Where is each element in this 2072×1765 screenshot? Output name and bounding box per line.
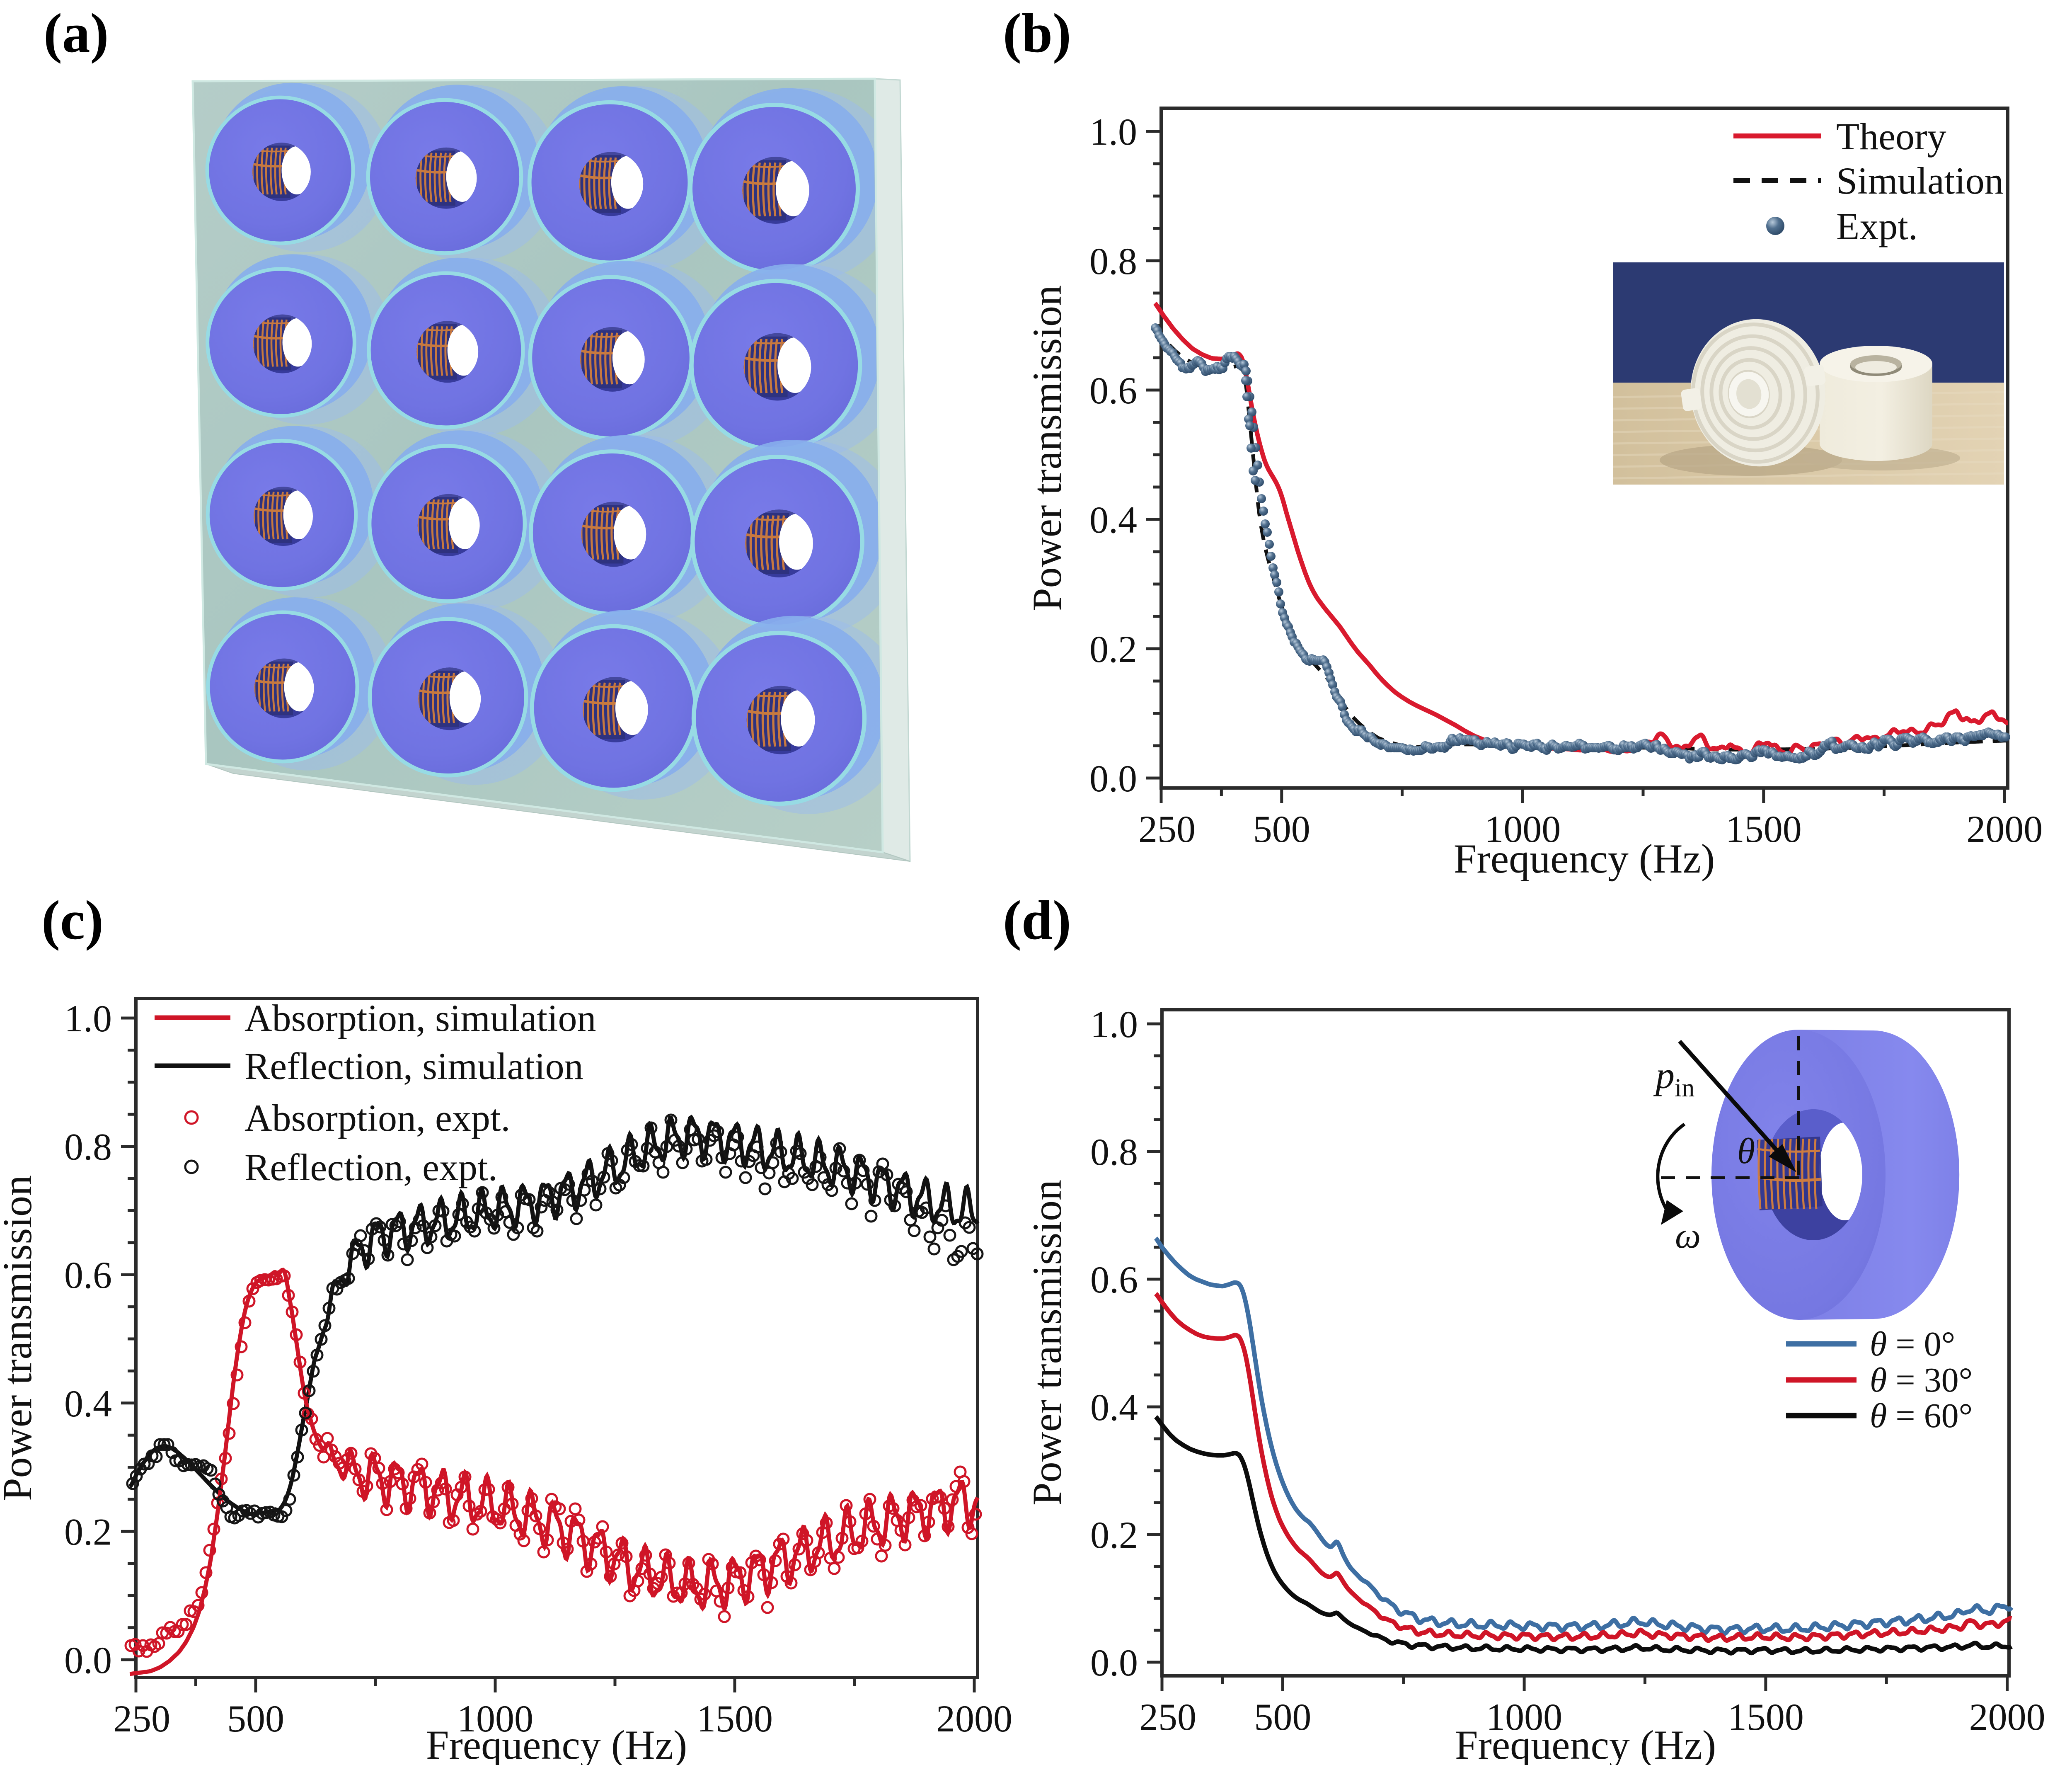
- svg-text:Frequency (Hz): Frequency (Hz): [1454, 836, 1715, 882]
- svg-text:1500: 1500: [697, 1697, 773, 1740]
- svg-text:Theory: Theory: [1836, 115, 1946, 158]
- svg-text:(d): (d): [1003, 890, 1071, 951]
- svg-text:0.8: 0.8: [1090, 1131, 1138, 1173]
- svg-text:0.0: 0.0: [64, 1639, 112, 1681]
- svg-text:250: 250: [113, 1697, 170, 1740]
- svg-text:(a): (a): [44, 2, 109, 64]
- svg-text:2000: 2000: [1966, 808, 2043, 850]
- svg-text:1.0: 1.0: [1089, 111, 1137, 153]
- svg-text:500: 500: [227, 1697, 284, 1740]
- svg-text:Frequency (Hz): Frequency (Hz): [1455, 1722, 1716, 1765]
- svg-text:0.0: 0.0: [1089, 757, 1137, 800]
- svg-text:1.0: 1.0: [1090, 1003, 1138, 1045]
- svg-text:2000: 2000: [936, 1697, 1012, 1740]
- svg-text:1000: 1000: [457, 1697, 533, 1740]
- svg-text:0.2: 0.2: [1089, 628, 1137, 670]
- svg-text:0.4: 0.4: [64, 1382, 112, 1425]
- svg-text:θ = 30°: θ = 30°: [1870, 1361, 1973, 1399]
- svg-text:1500: 1500: [1728, 1696, 1804, 1738]
- svg-text:1000: 1000: [1484, 808, 1561, 850]
- svg-text:Absorption, expt.: Absorption, expt.: [244, 1097, 510, 1139]
- svg-text:Frequency (Hz): Frequency (Hz): [426, 1722, 687, 1765]
- svg-text:Power transmission: Power transmission: [0, 1175, 40, 1501]
- svg-text:0.2: 0.2: [64, 1510, 112, 1553]
- svg-text:Expt.: Expt.: [1836, 205, 1918, 247]
- svg-text:0.6: 0.6: [64, 1254, 112, 1296]
- svg-text:250: 250: [1139, 1696, 1196, 1738]
- svg-text:0.8: 0.8: [64, 1126, 112, 1168]
- svg-text:pin: pin: [1653, 1054, 1694, 1102]
- svg-text:0.6: 0.6: [1090, 1258, 1138, 1301]
- svg-text:0.2: 0.2: [1090, 1514, 1138, 1556]
- svg-text:Reflection, simulation: Reflection, simulation: [244, 1045, 583, 1087]
- svg-text:0.4: 0.4: [1090, 1386, 1138, 1428]
- svg-text:1.0: 1.0: [64, 997, 112, 1040]
- svg-text:Power transmission: Power transmission: [1024, 285, 1070, 611]
- svg-text:0.4: 0.4: [1089, 499, 1137, 541]
- svg-text:500: 500: [1253, 808, 1310, 850]
- svg-text:1000: 1000: [1486, 1696, 1562, 1738]
- svg-text:1500: 1500: [1726, 808, 1802, 850]
- svg-text:0.8: 0.8: [1089, 240, 1137, 282]
- svg-text:250: 250: [1138, 808, 1196, 850]
- svg-text:Absorption, simulation: Absorption, simulation: [244, 997, 596, 1039]
- svg-text:θ = 0°: θ = 0°: [1870, 1325, 1955, 1363]
- svg-text:θ = 60°: θ = 60°: [1870, 1396, 1973, 1435]
- svg-text:ω: ω: [1675, 1216, 1701, 1256]
- svg-text:θ: θ: [1737, 1131, 1755, 1171]
- svg-text:0.0: 0.0: [1090, 1641, 1138, 1684]
- svg-text:Power transmission: Power transmission: [1024, 1180, 1070, 1506]
- svg-text:Simulation: Simulation: [1836, 160, 2004, 202]
- svg-text:(c): (c): [41, 890, 104, 951]
- svg-text:500: 500: [1254, 1696, 1311, 1738]
- svg-text:0.6: 0.6: [1089, 369, 1137, 412]
- svg-text:2000: 2000: [1969, 1696, 2045, 1738]
- svg-text:Reflection, expt.: Reflection, expt.: [244, 1146, 498, 1188]
- svg-text:(b): (b): [1003, 2, 1071, 64]
